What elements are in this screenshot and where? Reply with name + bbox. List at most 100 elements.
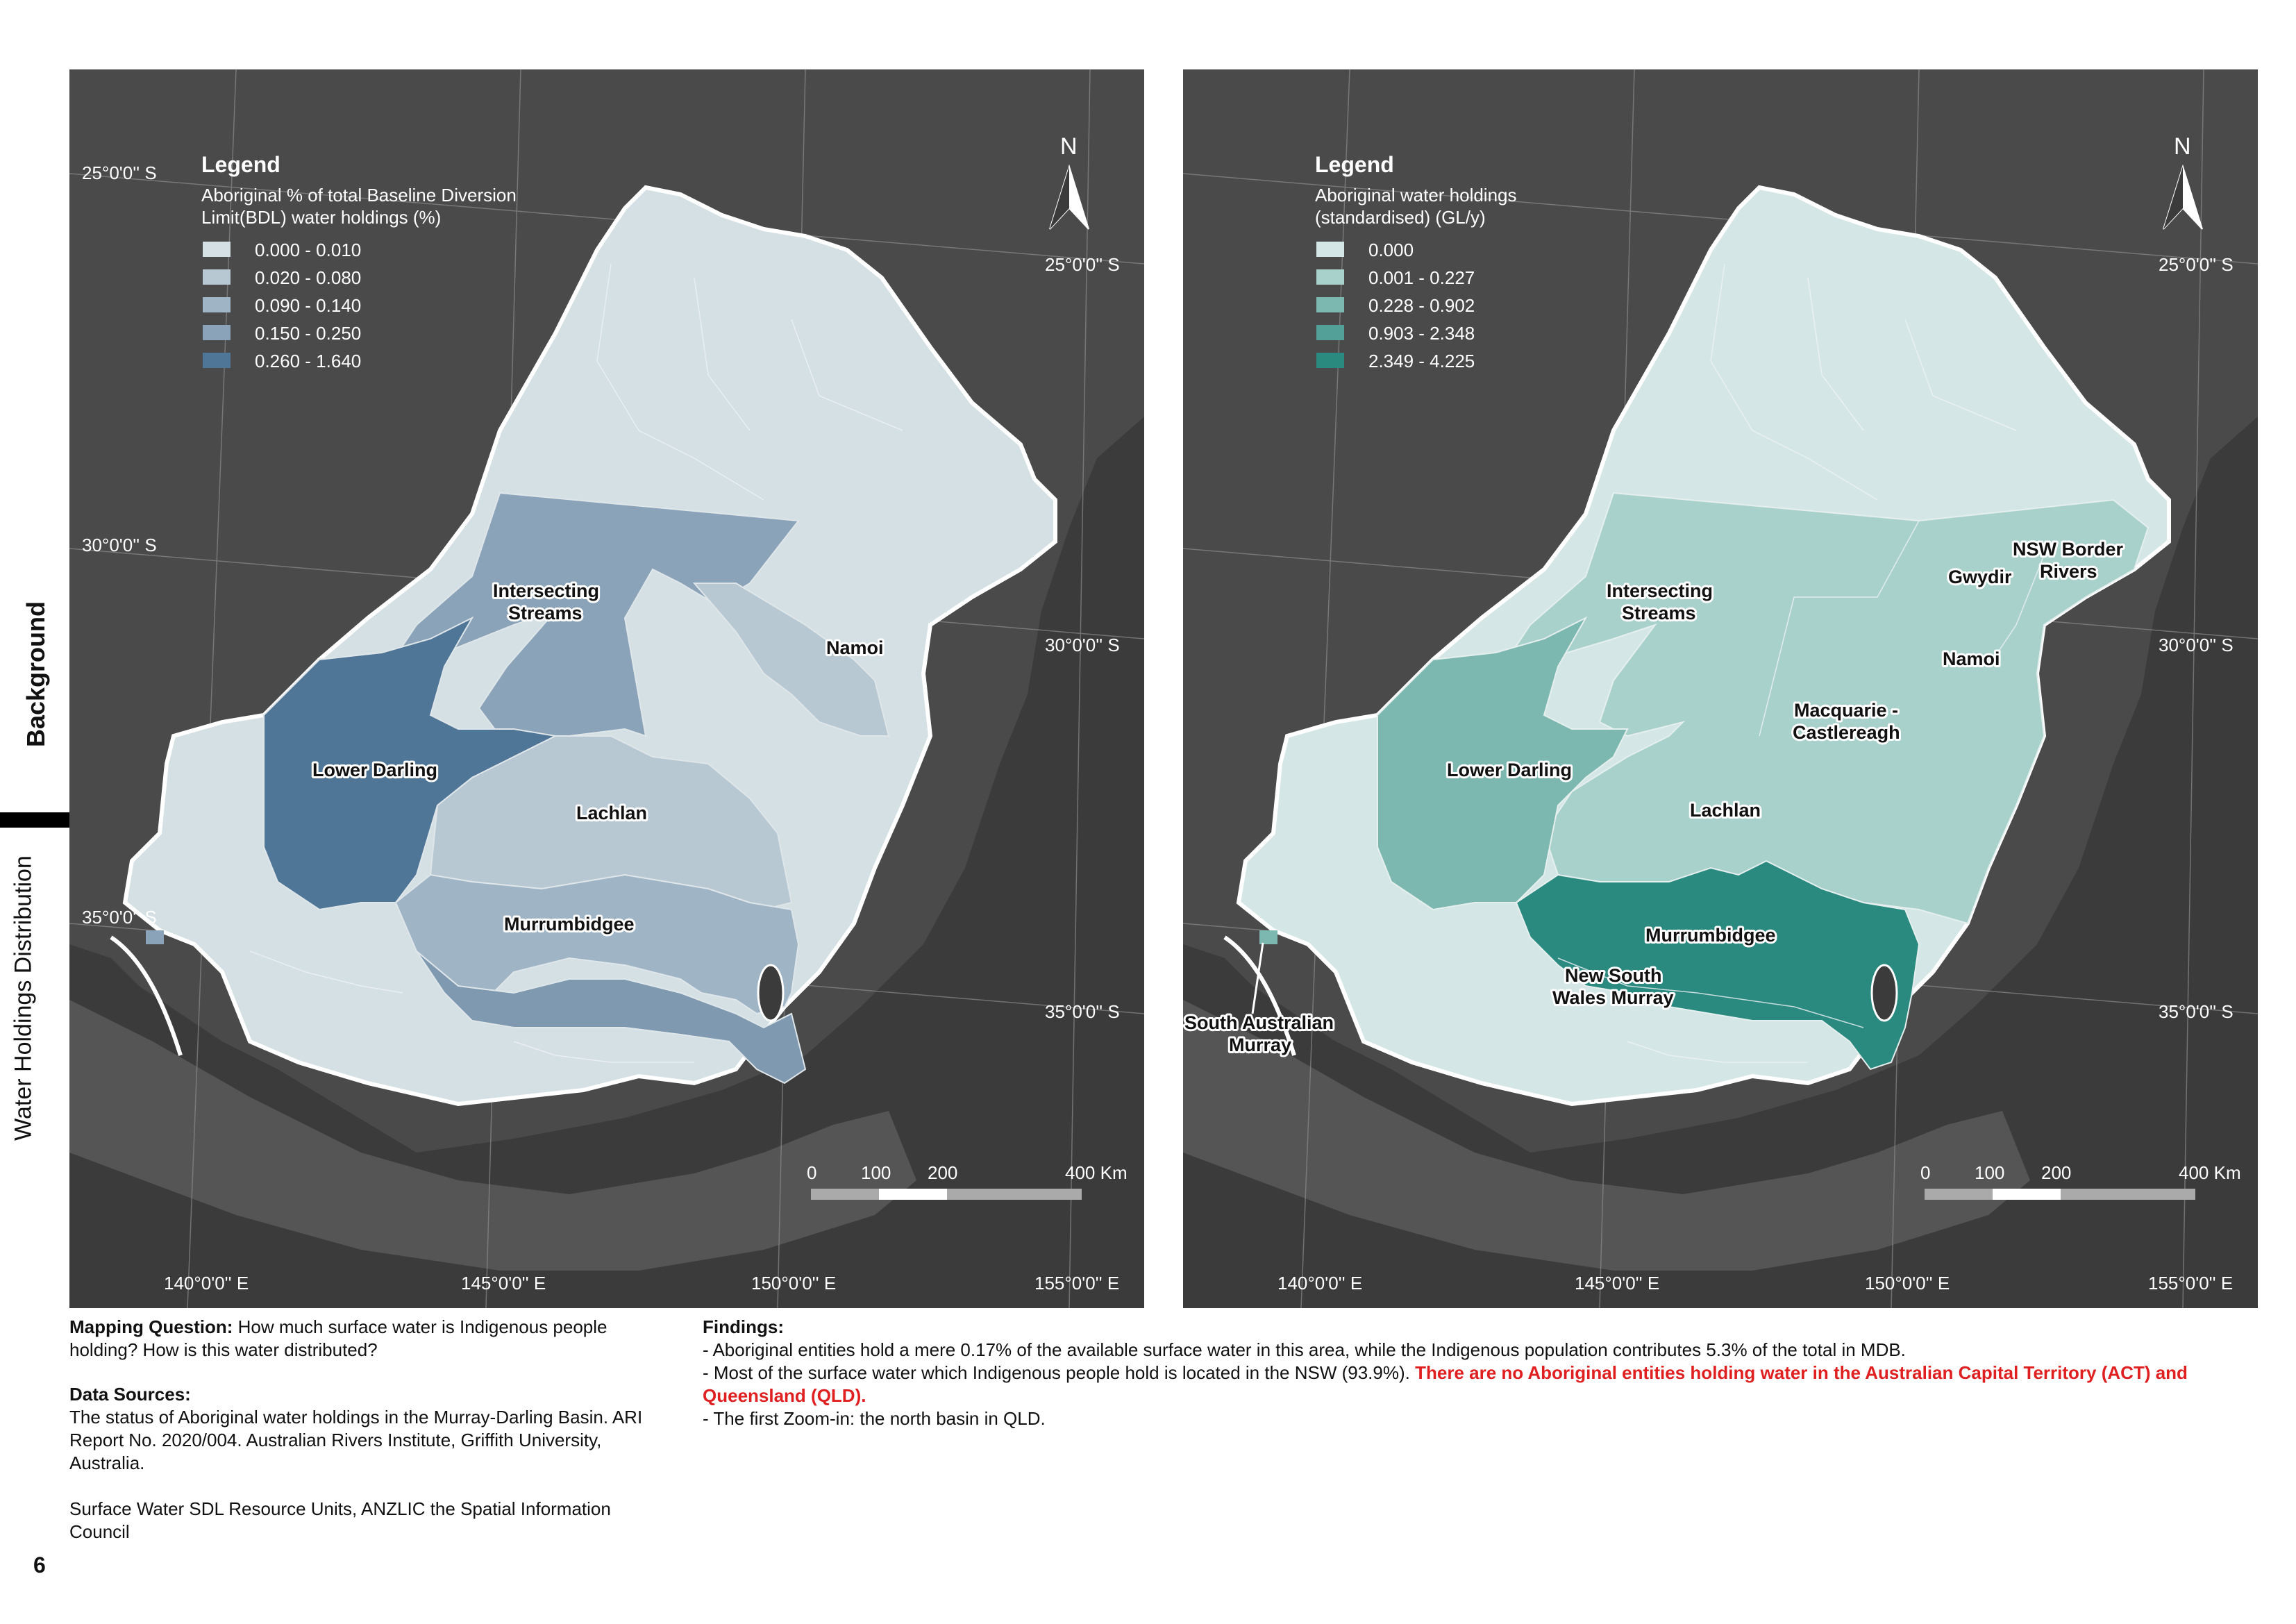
region-label-lachlan: Lachlan bbox=[1690, 800, 1761, 821]
region-lower-darling bbox=[1377, 616, 1629, 911]
data-source-1: The status of Aboriginal water holdings … bbox=[69, 1407, 643, 1473]
coast-feature bbox=[1223, 935, 1296, 1056]
legend-subtitle-2: Limit(BDL) water holdings (%) bbox=[201, 207, 441, 228]
legend-item: 0.090 - 0.140 bbox=[203, 295, 361, 316]
legend-swatch bbox=[203, 242, 231, 257]
data-sources: Data Sources: The status of Aboriginal w… bbox=[69, 1383, 667, 1543]
legend-item-label: 0.020 - 0.080 bbox=[255, 267, 361, 288]
lon-label-140: 140°0'0'' E bbox=[164, 1273, 249, 1294]
lat-label-30-right: 30°0'0'' S bbox=[1045, 635, 1120, 655]
legend-swatch bbox=[1316, 353, 1344, 368]
side-label-background: Background bbox=[22, 601, 50, 748]
legend-swatch bbox=[1316, 242, 1344, 257]
legend-swatch bbox=[1316, 297, 1344, 312]
side-label: Background Water Holdings Distribution bbox=[0, 597, 69, 1222]
lon-label-150: 150°0'0'' E bbox=[1865, 1273, 1950, 1294]
region-label-intersecting-1: Intersecting bbox=[1607, 580, 1713, 601]
lon-label-145: 145°0'0'' E bbox=[461, 1273, 546, 1294]
small-region-sa-murray bbox=[1259, 930, 1277, 944]
legend-item-label: 2.349 - 4.225 bbox=[1368, 351, 1475, 371]
small-region-west bbox=[146, 930, 164, 944]
scale-label-100: 100 bbox=[1975, 1162, 2004, 1183]
region-label-gwydir: Gwydir bbox=[1948, 567, 2012, 587]
coast-feature bbox=[110, 935, 183, 1056]
legend-swatch bbox=[203, 269, 231, 285]
region-label-macquarie-2: Castlereagh bbox=[1793, 722, 1900, 743]
region-label-sa-murray-2: Murray bbox=[1229, 1035, 1291, 1055]
legend-item: 0.000 - 0.010 bbox=[203, 240, 361, 260]
lat-label-30-right: 30°0'0'' S bbox=[2159, 635, 2234, 655]
region-label-nsw-murray-1: New South bbox=[1565, 965, 1662, 986]
north-arrow: N bbox=[1049, 133, 1089, 230]
data-sources-label: Data Sources: bbox=[69, 1384, 191, 1405]
page-number: 6 bbox=[33, 1552, 46, 1577]
region-southern-strip bbox=[416, 951, 807, 1085]
legend-item: 0.260 - 1.640 bbox=[203, 351, 361, 371]
scale-label-0: 0 bbox=[807, 1162, 816, 1183]
lon-label-140: 140°0'0'' E bbox=[1277, 1273, 1362, 1294]
legend-item-label: 0.001 - 0.227 bbox=[1368, 267, 1475, 288]
legend-swatch bbox=[203, 353, 231, 368]
mapping-question-text: How much surface water is Indigenous peo… bbox=[69, 1316, 607, 1360]
region-label-lower-darling: Lower Darling bbox=[1447, 760, 1572, 780]
region-label-murrumbidgee: Murrumbidgee bbox=[1645, 925, 1776, 946]
legend-item: 0.000 bbox=[1316, 240, 1414, 260]
scale-label-200: 200 bbox=[2041, 1162, 2071, 1183]
region-label-lower-darling: Lower Darling bbox=[312, 760, 437, 780]
legend-swatch bbox=[1316, 269, 1344, 285]
lon-label-150: 150°0'0'' E bbox=[751, 1273, 836, 1294]
legend-subtitle-1: Aboriginal water holdings bbox=[1315, 185, 1517, 206]
lower-land bbox=[69, 1000, 916, 1271]
north-label: N bbox=[1060, 133, 1078, 160]
data-source-2: Surface Water SDL Resource Units, ANZLIC… bbox=[69, 1498, 611, 1542]
finding-2: - Most of the surface water which Indige… bbox=[703, 1362, 2244, 1407]
region-label-murrumbidgee: Murrumbidgee bbox=[504, 914, 635, 935]
legend-item-label: 0.903 - 2.348 bbox=[1368, 323, 1475, 344]
lat-label-25-left: 25°0'0'' S bbox=[82, 162, 157, 183]
legend-subtitle-1: Aboriginal % of total Baseline Diversion bbox=[201, 185, 517, 206]
region-murrumbidgee bbox=[394, 873, 800, 1015]
region-label-nsw-murray-2: Wales Murray bbox=[1552, 987, 1674, 1008]
region-label-nsw-border-2: Rivers bbox=[2040, 561, 2097, 582]
lake bbox=[757, 964, 785, 1022]
region-label-namoi: Namoi bbox=[826, 637, 884, 658]
lower-land bbox=[1183, 1000, 2030, 1271]
lon-label-155: 155°0'0'' E bbox=[2148, 1273, 2233, 1294]
legend-item: 0.150 - 0.250 bbox=[203, 323, 361, 344]
mapping-question-label: Mapping Question: bbox=[69, 1316, 233, 1337]
region-label-macquarie-1: Macquarie - bbox=[1794, 700, 1898, 721]
finding-2-text: - Most of the surface water which Indige… bbox=[703, 1362, 1416, 1383]
map-right: Legend Aboriginal water holdings (standa… bbox=[1183, 69, 2258, 1308]
map-left: Legend Aboriginal % of total Baseline Di… bbox=[69, 69, 1144, 1308]
legend-item-label: 0.000 bbox=[1368, 240, 1414, 260]
lat-label-35-right: 35°0'0'' S bbox=[1045, 1001, 1120, 1022]
region-label-intersecting-2: Streams bbox=[508, 603, 583, 623]
legend-item: 2.349 - 4.225 bbox=[1316, 351, 1475, 371]
lat-label-35-right: 35°0'0'' S bbox=[2159, 1001, 2234, 1022]
legend-item: 0.903 - 2.348 bbox=[1316, 323, 1475, 344]
lat-label-25-right: 25°0'0'' S bbox=[1045, 254, 1120, 275]
legend-swatch bbox=[1316, 325, 1344, 340]
legend-swatch bbox=[203, 325, 231, 340]
region-label-namoi: Namoi bbox=[1943, 648, 2000, 669]
legend-item: 0.001 - 0.227 bbox=[1316, 267, 1475, 288]
lat-label-35-left: 35°0'0'' S bbox=[82, 907, 157, 928]
region-label-lachlan: Lachlan bbox=[576, 803, 647, 823]
finding-2-highlight: There are no Aboriginal entities holding… bbox=[703, 1362, 2188, 1406]
findings-label: Findings: bbox=[703, 1316, 784, 1337]
finding-1: - Aboriginal entities hold a mere 0.17% … bbox=[703, 1339, 1906, 1360]
region-label-intersecting-2: Streams bbox=[1622, 603, 1696, 623]
finding-3: - The first Zoom-in: the north basin in … bbox=[703, 1408, 1046, 1429]
legend-item-label: 0.260 - 1.640 bbox=[255, 351, 361, 371]
scale-label-0: 0 bbox=[1920, 1162, 1930, 1183]
legend-item-label: 0.000 - 0.010 bbox=[255, 240, 361, 260]
legend-right: Legend Aboriginal water holdings (standa… bbox=[1315, 152, 1517, 371]
legend-swatch bbox=[203, 297, 231, 312]
scale-label-400: 400 Km bbox=[2179, 1162, 2241, 1183]
legend-title: Legend bbox=[1315, 152, 1394, 177]
side-divider bbox=[0, 812, 69, 828]
scale-bar: 0 100 200 400 Km bbox=[807, 1162, 1128, 1200]
sa-murray-leader bbox=[1251, 942, 1264, 1014]
legend-left: Legend Aboriginal % of total Baseline Di… bbox=[201, 152, 517, 371]
north-arrow: N bbox=[2163, 133, 2203, 230]
